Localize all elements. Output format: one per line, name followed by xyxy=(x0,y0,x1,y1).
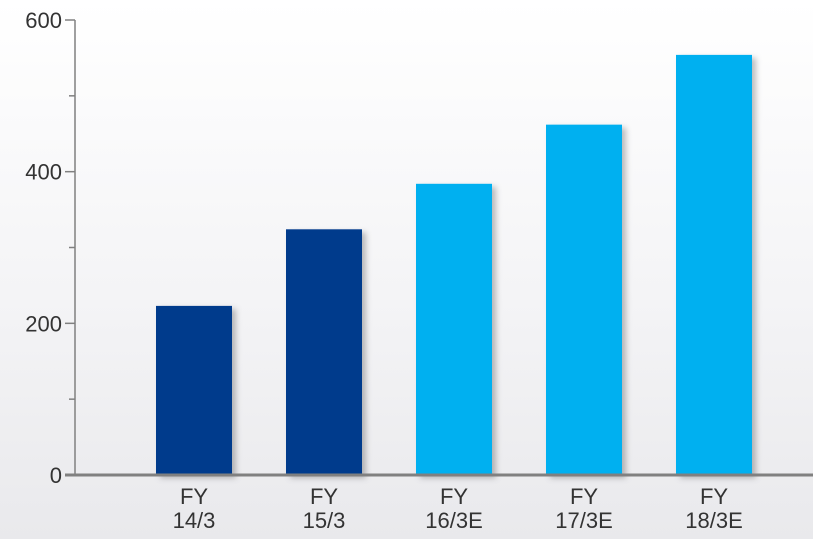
bar-3 xyxy=(546,124,622,476)
x-category-label-3: FY 17/3E xyxy=(555,484,613,533)
bar-2 xyxy=(416,183,492,476)
bar-1 xyxy=(286,229,362,475)
y-tick-label-3: 600 xyxy=(25,8,62,33)
bars-layer xyxy=(156,54,752,476)
x-category-label-4: FY 18/3E xyxy=(685,484,743,533)
y-tick-label-0: 0 xyxy=(50,463,62,488)
x-category-label-2: FY 16/3E xyxy=(425,484,483,533)
axis-layer xyxy=(65,19,813,477)
y-tick-label-1: 200 xyxy=(25,311,62,336)
x-category-label-1: FY 15/3 xyxy=(303,484,346,533)
labels-layer: 0 200 400 600 FY 14/3 FY 15/3 FY 16/3E FY 17/3E FY 18… xyxy=(25,8,742,533)
bar-0 xyxy=(156,305,232,475)
x-category-label-0: FY 14/3 xyxy=(173,484,216,533)
bar-4 xyxy=(676,54,752,476)
y-tick-label-2: 400 xyxy=(25,160,62,185)
